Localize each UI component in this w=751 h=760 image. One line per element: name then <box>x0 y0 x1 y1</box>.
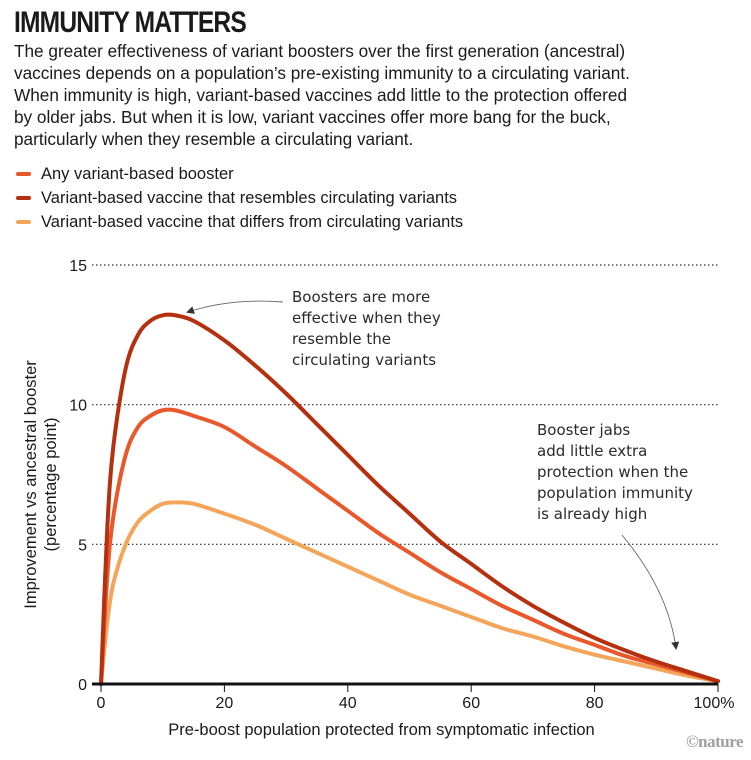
legend-swatch-resembles <box>16 196 31 200</box>
subtitle-line: The greater effectiveness of variant boo… <box>14 41 626 61</box>
subtitle-line: particularly when they resemble a circul… <box>14 129 414 149</box>
annotation-text-line: add little extra <box>537 442 647 460</box>
x-tick-label: 40 <box>339 695 357 712</box>
x-tick-label: 100% <box>694 695 735 712</box>
annotation-text-line: Booster jabs <box>537 421 630 439</box>
chart-title: IMMUNITY MATTERS <box>14 6 247 39</box>
legend-item-resembles: Variant-based vaccine that resembles cir… <box>16 186 463 210</box>
legend-item-differs: Variant-based vaccine that differs from … <box>16 210 463 234</box>
legend-swatch-differs <box>16 220 31 224</box>
legend-label: Variant-based vaccine that differs from … <box>41 212 464 231</box>
subtitle-line: vaccines depends on a population’s pre-e… <box>14 63 630 83</box>
annotation-text-line: resemble the <box>292 330 391 348</box>
annotation-text-line: is already high <box>537 505 647 523</box>
y-axis-title: Improvement vs ancestral booster (percent… <box>22 360 60 609</box>
annotation-arrow <box>186 300 284 314</box>
chart-subtitle: The greater effectiveness of variant boo… <box>14 40 749 150</box>
annotation-text-line: circulating variants <box>292 351 436 369</box>
y-tick-label: 15 <box>69 258 87 275</box>
nature-credit: ©nature <box>685 732 744 751</box>
x-tick-label: 60 <box>462 695 480 712</box>
subtitle-line: by older jabs. But when it is low, varia… <box>14 107 611 127</box>
annotation-text-line: effective when they <box>292 309 441 327</box>
annotation-text-line: Boosters are more <box>292 288 430 306</box>
series-line-1 <box>99 312 720 686</box>
annotation-arrow <box>621 534 680 650</box>
subtitle-line: When immunity is high, variant-based vac… <box>14 85 628 105</box>
legend-item-any: Any variant-based booster <box>16 162 463 186</box>
legend-label: Any variant-based booster <box>41 164 234 183</box>
x-axis-title: Pre-boost population protected from symp… <box>168 721 594 739</box>
y-tick-label: 0 <box>78 677 87 694</box>
y-tick-label: 5 <box>78 537 87 554</box>
y-axis-title-line: Improvement vs ancestral booster <box>22 360 40 609</box>
y-axis-title-line: (percentage point) <box>42 418 60 552</box>
x-tick-label: 0 <box>97 695 106 712</box>
x-tick-label: 20 <box>216 695 234 712</box>
series-line-2 <box>99 500 720 686</box>
annotation-text-line: protection when the <box>537 463 688 481</box>
x-tick-label: 80 <box>586 695 604 712</box>
series-line-0 <box>99 407 720 686</box>
legend-label: Variant-based vaccine that resembles cir… <box>41 188 458 207</box>
annotation-text-line: population immunity <box>537 484 693 502</box>
y-tick-label: 10 <box>69 398 87 415</box>
legend-swatch-any <box>16 172 31 176</box>
legend: Any variant-based booster Variant-based … <box>16 162 463 234</box>
